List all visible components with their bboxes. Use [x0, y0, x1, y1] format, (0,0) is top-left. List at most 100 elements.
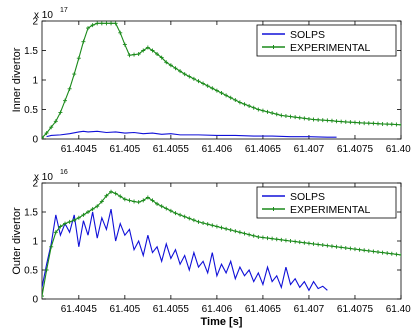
x-tick-label: 61.407: [294, 304, 325, 315]
data-point: [99, 21, 104, 26]
data-point: [320, 118, 325, 123]
data-point: [99, 199, 104, 204]
y-tick-label: 0.5: [24, 266, 38, 277]
data-point: [63, 98, 68, 103]
data-point: [274, 237, 279, 242]
data-point: [141, 198, 146, 203]
legend-entry-label: SOLPS: [290, 191, 325, 203]
chart-panel-1: 61.4045 61.405 61.4055 61.406 61.4065 61.407 6…: [11, 7, 411, 155]
data-point: [293, 239, 298, 244]
data-point: [118, 194, 123, 199]
y-tick-label: 1: [32, 76, 38, 87]
data-point: [348, 246, 353, 251]
data-point: [329, 244, 334, 249]
data-point: [132, 199, 137, 204]
data-point: [399, 252, 401, 257]
x-tick-label: 61.405: [110, 304, 141, 315]
x-tick-label: 61.4045: [61, 304, 98, 315]
data-point: [122, 42, 127, 47]
x-tick-label: 61.408: [386, 304, 411, 315]
data-point: [196, 219, 201, 224]
data-point: [242, 231, 247, 236]
data-point: [72, 218, 77, 223]
data-point: [72, 72, 77, 77]
legend-box: [256, 186, 397, 219]
data-point: [58, 224, 63, 229]
data-point: [366, 248, 371, 253]
data-point: [394, 252, 399, 257]
data-point: [293, 115, 298, 120]
data-point: [104, 193, 109, 198]
data-point: [53, 230, 58, 235]
data-point: [178, 212, 183, 217]
data-point: [311, 241, 316, 246]
legend-entry-label: EXPERIMENTAL: [290, 42, 370, 54]
data-point: [104, 21, 109, 26]
data-point: [385, 251, 390, 256]
data-point: [63, 221, 68, 226]
x-tick-label: 61.408: [386, 144, 411, 155]
data-point: [260, 235, 265, 240]
data-point: [191, 76, 196, 81]
data-point: [343, 119, 348, 124]
data-point: [214, 88, 219, 93]
data-point: [145, 195, 150, 200]
y-tick-label: 2: [32, 179, 38, 190]
data-point: [343, 245, 348, 250]
data-point: [201, 81, 206, 86]
data-point: [145, 45, 150, 50]
data-point: [375, 250, 380, 255]
series-solps: [46, 130, 337, 138]
data-point: [81, 212, 86, 217]
axis-exponent-power: 16: [60, 169, 68, 176]
data-point: [297, 240, 302, 245]
data-point: [334, 119, 339, 124]
legend-entry-label: SOLPS: [290, 29, 325, 41]
data-point: [233, 229, 238, 234]
data-point: [127, 53, 132, 58]
data-point: [247, 232, 252, 237]
data-point: [42, 135, 44, 139]
legend-entry-label: EXPERIMENTAL: [290, 204, 370, 216]
data-point: [113, 21, 118, 26]
data-point: [325, 243, 330, 248]
data-point: [251, 105, 256, 110]
data-point: [168, 208, 173, 213]
data-point: [366, 121, 371, 126]
y-tick-label: 0.5: [24, 105, 38, 116]
data-point: [155, 201, 160, 206]
data-point: [205, 222, 210, 227]
series-experimental: [42, 189, 401, 299]
data-point: [118, 30, 123, 35]
data-point: [155, 52, 160, 57]
data-point: [371, 249, 376, 254]
data-point: [339, 119, 344, 124]
data-point: [399, 122, 401, 127]
data-point: [132, 52, 137, 57]
data-point: [178, 69, 183, 74]
series-solps: [42, 208, 328, 292]
y-tick-label: 2: [32, 17, 38, 28]
data-point: [53, 119, 58, 124]
y-tick-label: 0: [32, 295, 38, 306]
x-tick-label: 61.4045: [61, 144, 98, 155]
data-point: [76, 56, 81, 61]
data-point: [173, 66, 178, 71]
series-line-solps: [46, 130, 337, 138]
y-tick-label: 1.5: [24, 46, 38, 57]
data-point: [306, 241, 311, 246]
data-point: [348, 120, 353, 125]
data-point: [42, 294, 44, 299]
data-point: [306, 116, 311, 121]
data-point: [297, 115, 302, 120]
data-point: [251, 233, 256, 238]
y-tick-label: 1.5: [24, 208, 38, 219]
x-axis-label: Time [s]: [201, 316, 243, 328]
data-point: [182, 214, 187, 219]
data-point: [357, 120, 362, 125]
data-point: [196, 79, 201, 84]
data-point: [210, 86, 215, 91]
data-point: [49, 244, 54, 249]
